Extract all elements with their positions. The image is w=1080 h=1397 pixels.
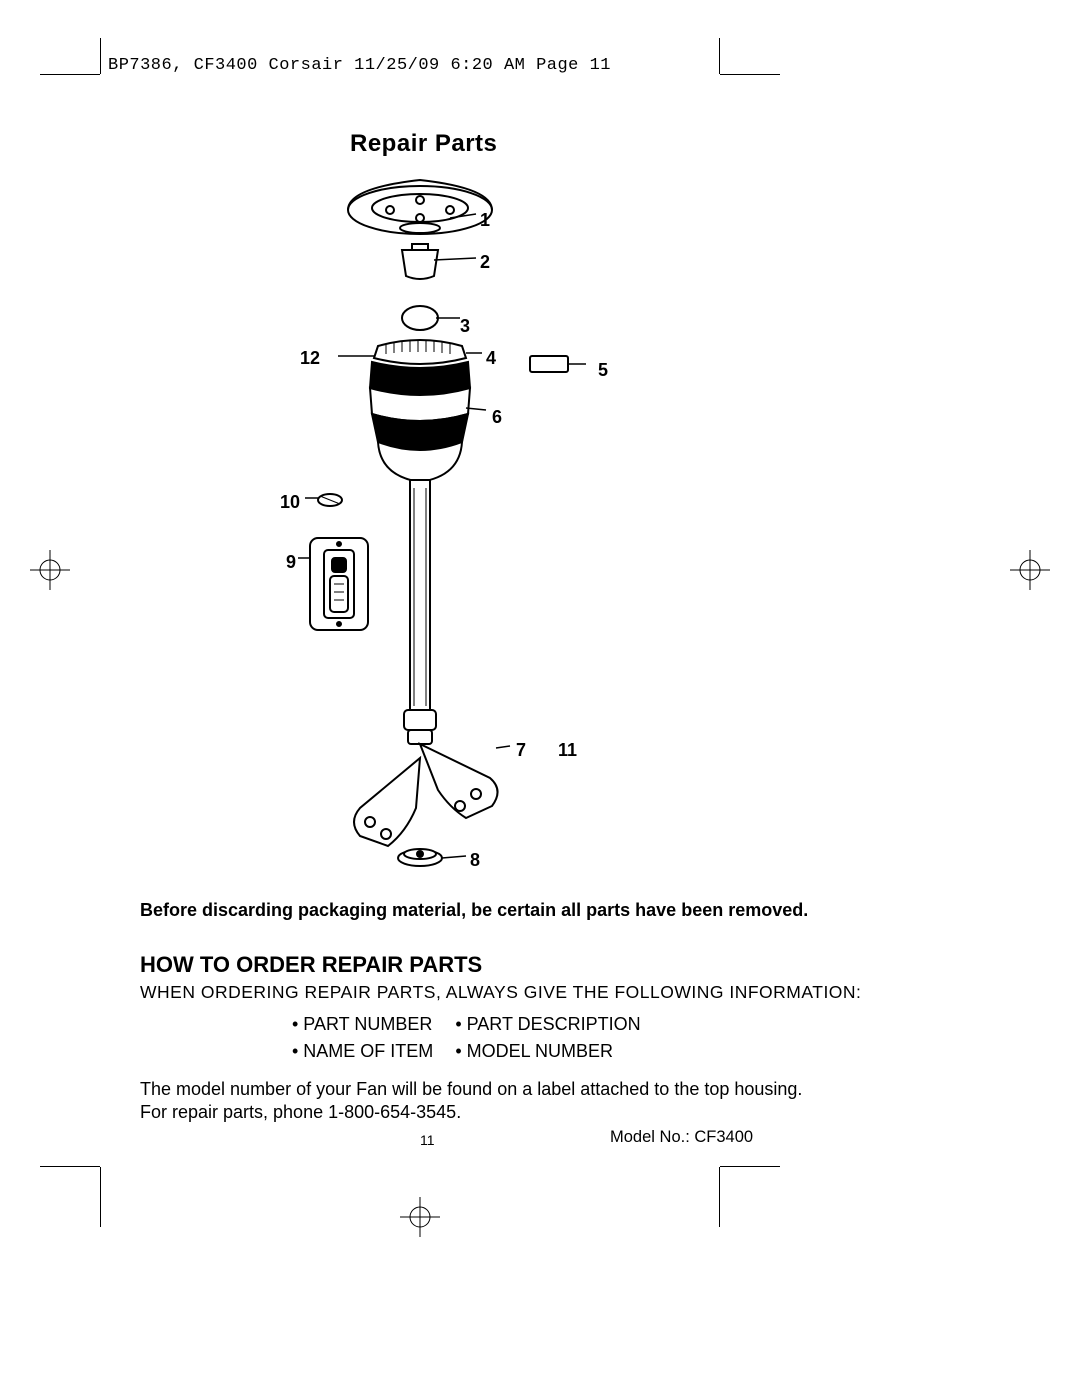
ordering-intro: WHEN ORDERING REPAIR PARTS, ALWAYS GIVE … [140, 982, 861, 1003]
bullet-name-of-item: • NAME OF ITEM [292, 1039, 453, 1064]
callout-11: 11 [558, 740, 577, 761]
crop-mark [100, 1167, 101, 1227]
callout-1: 1 [480, 210, 490, 231]
registration-mark-icon [30, 550, 70, 590]
callout-9: 9 [286, 552, 296, 573]
callout-3: 3 [460, 316, 470, 337]
callout-4: 4 [486, 348, 496, 369]
registration-mark-icon [1010, 550, 1050, 590]
crop-mark [720, 1166, 780, 1167]
exploded-parts-diagram [260, 158, 740, 878]
callout-2: 2 [480, 252, 490, 273]
section-heading: HOW TO ORDER REPAIR PARTS [140, 952, 482, 978]
manual-page: BP7386, CF3400 Corsair 11/25/09 6:20 AM … [0, 0, 1080, 1397]
crop-mark [40, 1166, 100, 1167]
body-text: The model number of your Fan will be fou… [140, 1078, 880, 1123]
page-title: Repair Parts [350, 130, 497, 158]
body-line-2: For repair parts, phone 1-800-654-3545. [140, 1102, 461, 1122]
page-number: 11 [420, 1132, 435, 1148]
body-line-1: The model number of your Fan will be fou… [140, 1079, 802, 1099]
model-number: Model No.: CF3400 [610, 1128, 753, 1147]
warning-text: Before discarding packaging material, be… [140, 900, 880, 921]
crop-mark [100, 38, 101, 74]
bullet-model-number: • MODEL NUMBER [455, 1039, 660, 1064]
crop-mark [40, 74, 100, 75]
ordering-bullets: • PART NUMBER • PART DESCRIPTION • NAME … [290, 1010, 663, 1066]
callout-6: 6 [492, 407, 502, 428]
registration-mark-icon [400, 1197, 440, 1237]
crop-mark [719, 38, 720, 74]
crop-mark [720, 74, 780, 75]
crop-mark [719, 1167, 720, 1227]
callout-5: 5 [598, 360, 608, 381]
print-header: BP7386, CF3400 Corsair 11/25/09 6:20 AM … [108, 56, 611, 75]
callout-10: 10 [280, 492, 300, 513]
callout-7: 7 [516, 740, 526, 761]
callout-12: 12 [300, 348, 320, 369]
bullet-part-description: • PART DESCRIPTION [455, 1012, 660, 1037]
callout-8: 8 [470, 850, 480, 871]
bullet-part-number: • PART NUMBER [292, 1012, 453, 1037]
